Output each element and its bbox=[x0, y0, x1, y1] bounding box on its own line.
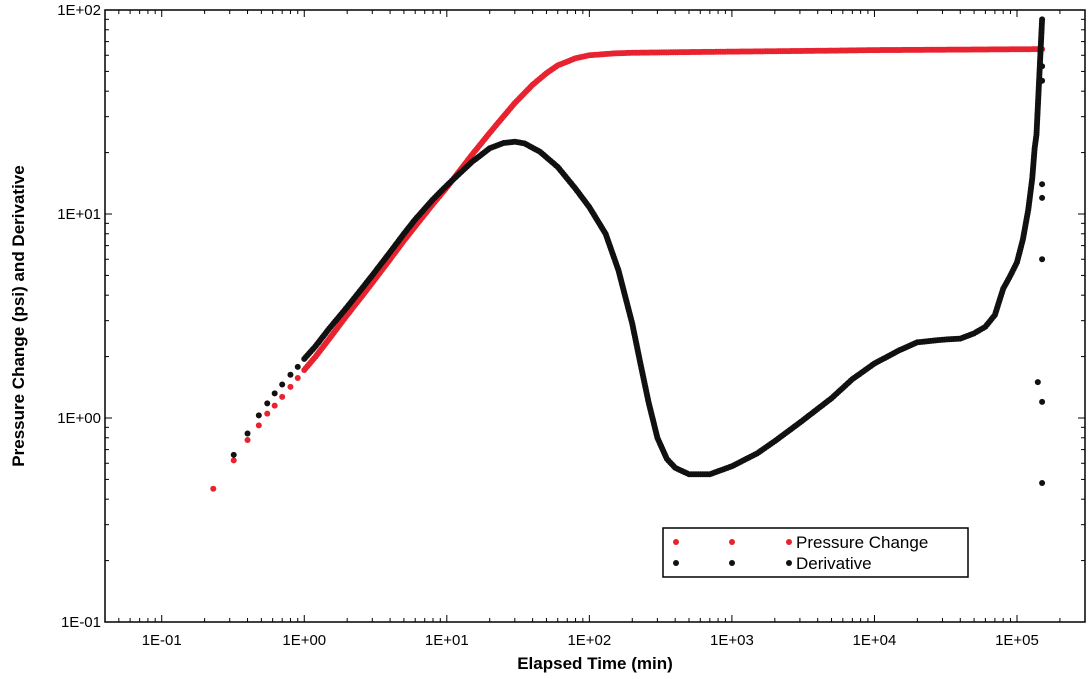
x-tick-label: 1E+02 bbox=[567, 632, 611, 649]
legend-marker bbox=[673, 539, 679, 545]
x-axis-title: Elapsed Time (min) bbox=[517, 654, 673, 673]
data-point bbox=[230, 451, 237, 458]
axis-ticks bbox=[104, 10, 1086, 623]
plot-frame bbox=[104, 9, 1086, 623]
x-tick-label: 1E+00 bbox=[282, 632, 326, 649]
legend-marker bbox=[786, 560, 792, 566]
y-tick-label: 1E+00 bbox=[57, 410, 101, 427]
data-point bbox=[294, 363, 301, 370]
data-point bbox=[1039, 181, 1046, 188]
legend-marker bbox=[729, 560, 735, 566]
legend-markers bbox=[673, 539, 792, 566]
data-point bbox=[210, 485, 217, 492]
legend-label-pressure-change: Pressure Change bbox=[796, 533, 928, 552]
x-tick-label: 1E+01 bbox=[425, 632, 469, 649]
data-point bbox=[1039, 256, 1046, 263]
legend-box bbox=[662, 527, 969, 578]
x-tick-labels: 1E-01 1E+00 1E+01 1E+02 1E+03 1E+04 1E+05 bbox=[142, 632, 1039, 649]
data-point bbox=[279, 393, 286, 400]
legend-label-derivative: Derivative bbox=[796, 554, 872, 573]
data-point bbox=[255, 412, 262, 419]
data-point bbox=[1039, 77, 1046, 84]
x-tick-label: 1E+05 bbox=[995, 632, 1039, 649]
series-layer bbox=[210, 16, 1046, 492]
x-tick-label: 1E-01 bbox=[142, 632, 182, 649]
legend-marker bbox=[673, 560, 679, 566]
series-derivative bbox=[230, 16, 1046, 487]
y-tick-label: 1E+02 bbox=[57, 2, 101, 19]
data-point bbox=[1039, 398, 1046, 405]
data-point bbox=[271, 402, 278, 409]
legend-marker bbox=[729, 539, 735, 545]
data-point bbox=[1039, 480, 1046, 487]
legend-marker bbox=[786, 539, 792, 545]
data-point bbox=[1039, 194, 1046, 201]
data-point bbox=[1034, 379, 1041, 386]
y-tick-labels: 1E-01 1E+00 1E+01 1E+02 bbox=[57, 2, 101, 631]
data-point bbox=[244, 430, 251, 437]
data-point bbox=[264, 400, 271, 407]
data-point bbox=[244, 437, 251, 444]
x-tick-label: 1E+04 bbox=[853, 632, 897, 649]
data-point bbox=[279, 381, 286, 388]
x-tick-label: 1E+03 bbox=[710, 632, 754, 649]
data-point bbox=[255, 422, 262, 429]
data-point bbox=[264, 410, 271, 417]
data-point bbox=[1039, 63, 1046, 70]
y-tick-label: 1E+01 bbox=[57, 206, 101, 223]
y-tick-label: 1E-01 bbox=[61, 614, 101, 631]
data-point bbox=[230, 457, 237, 464]
data-point bbox=[287, 371, 294, 378]
data-point bbox=[1039, 16, 1046, 23]
legend: Pressure Change Derivative bbox=[662, 527, 969, 578]
data-point bbox=[294, 375, 301, 382]
data-point bbox=[287, 383, 294, 390]
data-point bbox=[271, 390, 278, 397]
y-axis-title: Pressure Change (psi) and Derivative bbox=[9, 165, 28, 466]
